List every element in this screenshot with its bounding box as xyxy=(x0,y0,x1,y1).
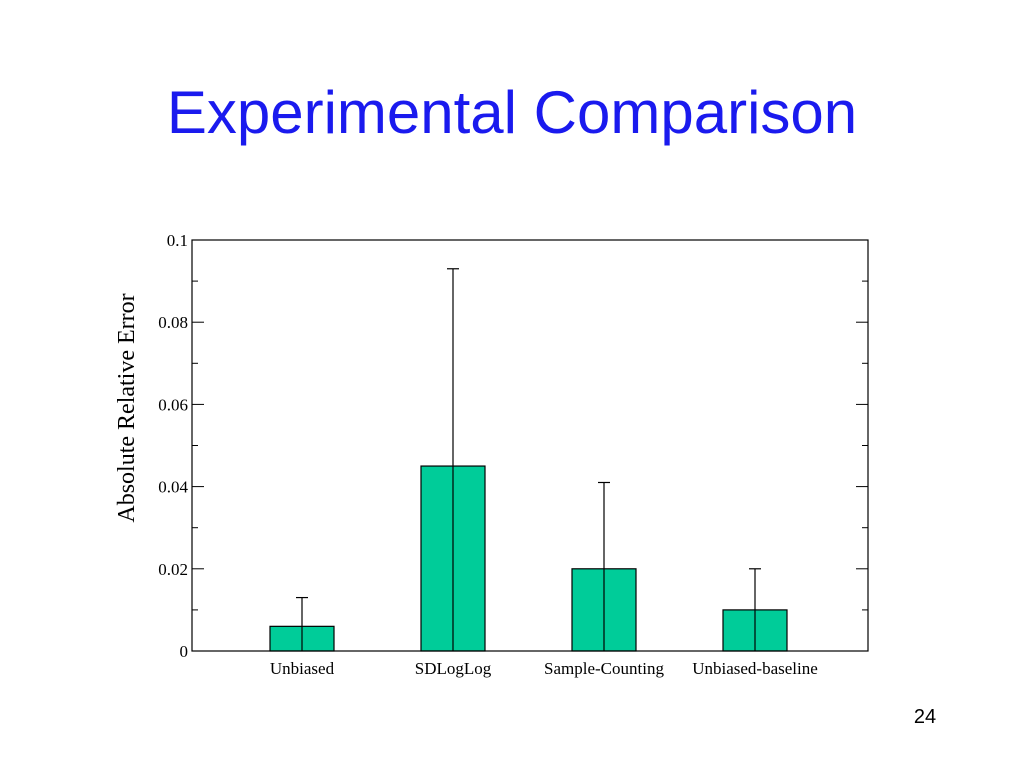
y-axis-label: Absolute Relative Error xyxy=(114,293,140,522)
y-tick-label: 0.04 xyxy=(158,478,188,497)
plot-frame xyxy=(191,239,869,652)
y-tick-label: 0.02 xyxy=(158,560,188,579)
y-tick-label: 0.06 xyxy=(158,395,188,414)
y-tick-label: 0 xyxy=(180,642,189,661)
bars xyxy=(269,465,788,652)
error-bars xyxy=(296,268,761,651)
x-tick-label: Unbiased-baseline xyxy=(692,659,818,678)
x-tick-label: Sample-Counting xyxy=(544,659,664,678)
x-tick-label: SDLogLog xyxy=(415,659,492,678)
slide-title: Experimental Comparison xyxy=(166,79,858,146)
page-number: 24 xyxy=(913,706,937,728)
y-tick-label: 0.08 xyxy=(158,313,188,332)
y-tick-label: 0.1 xyxy=(167,231,188,250)
axis-labels: 0 0.02 0.04 0.06 0.08 0.1 Unbiased SDLogLog Samp… xyxy=(158,231,818,678)
axis-ticks xyxy=(192,239,868,652)
x-tick-label: Unbiased xyxy=(270,659,335,678)
